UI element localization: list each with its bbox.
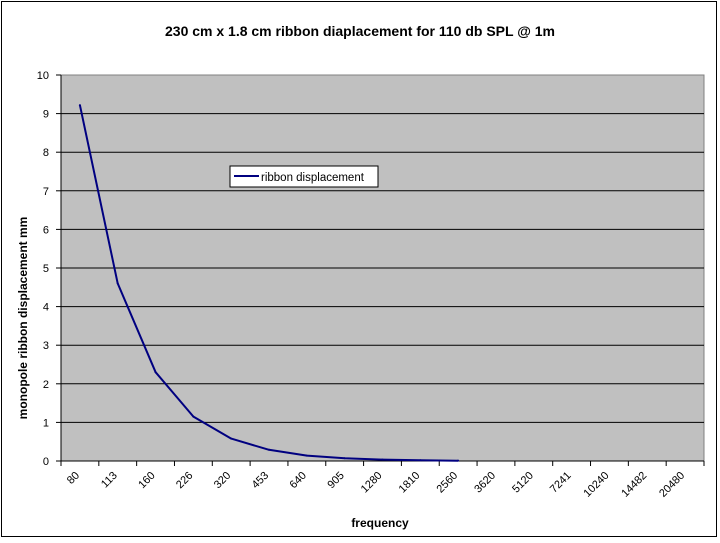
y-tick-label: 9 — [43, 109, 49, 121]
x-tick-label: 20480 — [657, 470, 687, 500]
y-tick-label: 5 — [43, 263, 49, 275]
x-tick-label: 5120 — [510, 470, 536, 496]
grid-lines — [61, 113, 704, 423]
data-point — [305, 454, 308, 457]
y-tick-label: 6 — [43, 224, 49, 236]
data-point — [192, 415, 195, 418]
y-axis: 0 1 2 3 4 5 6 7 8 9 10 — [37, 70, 62, 468]
y-tick-label: 4 — [43, 302, 49, 314]
data-point — [154, 371, 157, 374]
data-point — [230, 437, 233, 440]
x-tick-label: 160 — [136, 470, 157, 491]
series-layer — [78, 104, 460, 462]
data-point — [116, 282, 119, 285]
x-axis: 80 113 160 226 320 453 640 905 1280 1810 2560 3620 5… — [60, 460, 705, 500]
legend: ribbon displacement — [229, 165, 379, 188]
data-point — [381, 458, 384, 461]
y-tick-label: 10 — [37, 70, 49, 82]
y-tick-label: 0 — [43, 456, 49, 468]
legend-box — [229, 165, 379, 188]
chart-title: 230 cm x 1.8 cm ribbon diaplacement for … — [165, 23, 555, 39]
x-tick-label: 453 — [250, 470, 271, 491]
x-tick-label: 3620 — [472, 470, 498, 496]
y-axis-title: monopole ribbon displacement mm — [16, 217, 30, 420]
x-tick-label: 7241 — [548, 470, 574, 496]
data-point — [457, 459, 460, 462]
y-tick-label: 8 — [43, 147, 49, 159]
x-tick-label: 14482 — [619, 470, 649, 500]
x-axis-title: frequency — [351, 516, 409, 530]
x-tick-label: 10240 — [581, 470, 611, 500]
data-point — [268, 448, 271, 451]
data-point — [343, 457, 346, 460]
y-tick-label: 3 — [43, 340, 49, 352]
data-point — [78, 104, 81, 107]
y-tick-label: 7 — [43, 186, 49, 198]
legend-series-label: ribbon displacement — [261, 172, 365, 184]
x-tick-label: 1280 — [359, 470, 385, 496]
x-tick-label: 320 — [212, 470, 233, 491]
data-point — [419, 459, 422, 462]
x-tick-label: 1810 — [397, 470, 423, 496]
x-tick-label: 226 — [174, 470, 195, 491]
x-tick-label: 905 — [325, 470, 346, 491]
x-tick-label: 80 — [65, 470, 82, 487]
x-tick-label: 640 — [288, 470, 309, 491]
y-tick-label: 2 — [43, 379, 49, 391]
x-tick-label: 2560 — [434, 470, 460, 496]
x-tick-label: 113 — [99, 470, 120, 491]
y-tick-label: 1 — [43, 417, 49, 429]
